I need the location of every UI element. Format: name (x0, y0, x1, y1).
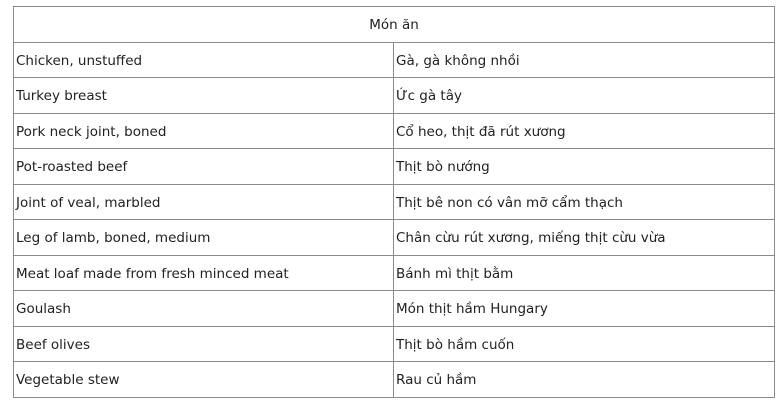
vietnamese-name-cell: Bánh mì thịt bằm (393, 254, 775, 291)
header-row: Món ăn (13, 6, 775, 43)
english-name-cell: Leg of lamb, boned, medium (13, 219, 394, 256)
table-row: Pork neck joint, boned Cổ heo, thịt đã rú… (13, 112, 775, 149)
vietnamese-name-cell: Thịt bò hầm cuốn (393, 325, 775, 362)
english-name-cell: Goulash (13, 290, 394, 327)
english-name-cell: Beef olives (13, 325, 394, 362)
table-header: Món ăn (13, 6, 775, 43)
english-name-cell: Turkey breast (13, 77, 394, 114)
table-row: Joint of veal, marbled Thịt bê non có vân… (13, 183, 775, 220)
dish-table: Món ăn Chicken, unstuffed Gà, gà không nh… (13, 6, 775, 398)
english-name-cell: Chicken, unstuffed (13, 41, 394, 78)
table-row: Vegetable stew Rau củ hầm (13, 361, 775, 398)
table-row: Goulash Món thịt hầm Hungary (13, 290, 775, 327)
table-row: Turkey breast Ức gà tây (13, 77, 775, 114)
english-name-cell: Pork neck joint, boned (13, 112, 394, 149)
vietnamese-name-cell: Thịt bò nướng (393, 148, 775, 185)
vietnamese-name-cell: Gà, gà không nhồi (393, 41, 775, 78)
vietnamese-name-cell: Rau củ hầm (393, 361, 775, 398)
table-row: Pot-roasted beef Thịt bò nướng (13, 148, 775, 185)
table-row: Beef olives Thịt bò hầm cuốn (13, 325, 775, 362)
vietnamese-name-cell: Ức gà tây (393, 77, 775, 114)
vietnamese-name-cell: Thịt bê non có vân mỡ cẩm thạch (393, 183, 775, 220)
vietnamese-name-cell: Chân cừu rút xương, miếng thịt cừu vừa (393, 219, 775, 256)
table-row: Meat loaf made from fresh minced meat Bán… (13, 254, 775, 291)
table-row: Leg of lamb, boned, medium Chân cừu rút x… (13, 219, 775, 256)
english-name-cell: Meat loaf made from fresh minced meat (13, 254, 394, 291)
english-name-cell: Vegetable stew (13, 361, 394, 398)
table-row: Chicken, unstuffed Gà, gà không nhồi (13, 41, 775, 78)
english-name-cell: Joint of veal, marbled (13, 183, 394, 220)
vietnamese-name-cell: Món thịt hầm Hungary (393, 290, 775, 327)
english-name-cell: Pot-roasted beef (13, 148, 394, 185)
vietnamese-name-cell: Cổ heo, thịt đã rút xương (393, 112, 775, 149)
